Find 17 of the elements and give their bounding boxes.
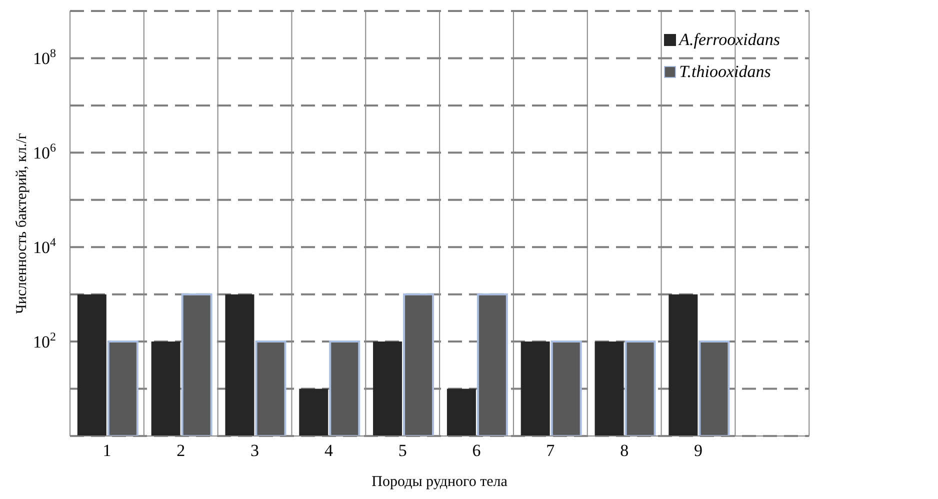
y-axis-title: Численность бактерий, кл./г	[14, 133, 30, 314]
x-tick-label: 2	[176, 441, 186, 460]
x-axis-title: Породы рудного тела	[372, 474, 508, 490]
y-tick-label: 10$^{8}$	[33, 46, 56, 68]
x-tick-label: 6	[472, 441, 481, 460]
x-tick-label: 8	[620, 441, 629, 460]
x-tick-label: 9	[694, 441, 702, 460]
y-tick-label: 10$^{2}$	[33, 330, 56, 352]
x-tick-label: 4	[324, 441, 334, 460]
x-tick-label: 5	[398, 441, 407, 460]
y-tick-label: 10$^{6}$	[33, 140, 56, 163]
x-tick-label: 7	[546, 441, 556, 460]
legend-label: A.ferrooxidans	[679, 30, 780, 50]
y-tick-label: 10$^{4}$	[33, 235, 56, 258]
x-tick-label: 3	[250, 441, 260, 460]
legend-label: T.thiooxidans	[679, 62, 771, 82]
x-tick-label: 1	[102, 441, 112, 460]
